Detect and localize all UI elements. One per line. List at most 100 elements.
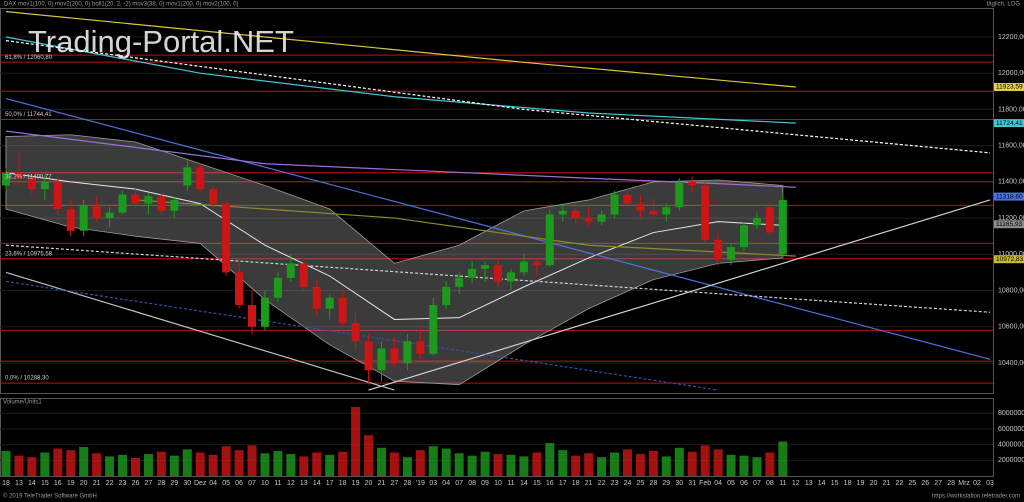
x-tick-label: 16	[54, 480, 62, 487]
main-panel	[0, 8, 994, 394]
x-tick-label: 14	[818, 480, 826, 487]
candle-body	[429, 304, 438, 354]
x-tick-label: 07	[248, 480, 256, 487]
x-tick-label: 20	[365, 480, 373, 487]
candle-body	[481, 265, 490, 269]
x-tick-label: 14	[28, 480, 36, 487]
y-tick-label: 10800,00	[998, 287, 1024, 294]
x-tick-label: 23	[611, 480, 619, 487]
y-tick-label: 12000,00	[998, 70, 1024, 77]
x-tick-label: 13	[300, 480, 308, 487]
price-plot	[0, 11, 993, 391]
x-tick-label: 29	[662, 480, 670, 487]
candle-body	[222, 203, 231, 273]
volume-bar	[169, 455, 179, 476]
candle-body	[610, 194, 619, 215]
fib-label: 38,2% / 11400,77	[5, 174, 52, 180]
candle-body	[92, 205, 101, 219]
x-tick-label: 16	[546, 480, 554, 487]
x-tick-label: 20	[80, 480, 88, 487]
volume-bar	[364, 435, 374, 476]
volume-bar	[584, 453, 594, 476]
volume-bar	[105, 456, 115, 476]
candle-body	[403, 341, 412, 363]
price-tag-label: 11318,60	[996, 193, 1023, 200]
price-tag-label: 11724,41	[996, 120, 1023, 127]
candle-body	[597, 214, 606, 222]
copyright: © 2019 TeleTrader Software GmbH	[3, 493, 97, 500]
x-tick-label: 21	[378, 480, 386, 487]
x-tick-label: 04	[442, 480, 450, 487]
volume-bar	[234, 450, 244, 476]
volume-bar	[208, 454, 218, 476]
candle-body	[494, 265, 502, 282]
x-tick-label: 03	[986, 480, 994, 487]
volume-bar	[480, 451, 490, 476]
volume-bar	[14, 455, 24, 476]
candle-body	[545, 214, 554, 266]
y-tick-label: 10600,00	[998, 324, 1024, 331]
volume-bar	[92, 453, 102, 476]
candle-body	[364, 341, 373, 371]
x-tick-label: 08	[468, 480, 476, 487]
x-tick-label: 15	[831, 480, 839, 487]
volume-bar	[648, 450, 658, 476]
x-tick-label: 13	[805, 480, 813, 487]
volume-bar	[545, 443, 555, 476]
x-tick-label: 17	[559, 480, 567, 487]
volume-bar	[415, 450, 425, 476]
volume-bar	[40, 452, 50, 476]
x-tick-label: '19	[416, 480, 425, 487]
x-tick-label: 25	[908, 480, 916, 487]
x-tick-label: 22	[106, 480, 114, 487]
candle-body	[144, 196, 153, 204]
x-tick-label: 13	[15, 480, 23, 487]
candle-body	[390, 348, 399, 363]
candle-body	[2, 172, 10, 186]
y-tick-label: 2000000	[998, 457, 1024, 464]
indicator-line	[5, 280, 719, 391]
volume-bar	[53, 448, 63, 476]
candle-body	[752, 218, 761, 226]
x-tick-label: 30	[675, 480, 683, 487]
volume-bar	[622, 449, 632, 476]
volume-bar	[402, 457, 412, 476]
volume-bar	[66, 450, 76, 476]
x-tick-label: 27	[934, 480, 942, 487]
volume-bar	[532, 452, 542, 476]
indicator-line	[5, 97, 991, 360]
volume-bar	[428, 446, 438, 476]
volume-bar	[130, 457, 140, 476]
volume-bar	[247, 445, 257, 476]
x-tick-label: 14	[520, 480, 528, 487]
volume-panel	[0, 398, 994, 477]
watermark: Trading-Portal.NET	[28, 24, 294, 59]
x-tick-label: 10	[261, 480, 269, 487]
x-tick-label: 09	[481, 480, 489, 487]
x-tick-label: 29	[170, 480, 178, 487]
candle-body	[532, 261, 541, 266]
volume-bar	[221, 446, 231, 476]
candle-body	[286, 263, 295, 278]
fib-label: 61,8% / 12060,80	[5, 55, 53, 61]
timeframe: täglich, LOG	[987, 2, 1021, 8]
price-tag	[994, 83, 1024, 92]
x-tick-label: 11	[779, 480, 786, 487]
x-tick-label: 21	[883, 480, 891, 487]
volume-bar	[467, 455, 477, 476]
candle-body	[338, 297, 347, 324]
x-tick-label: 21	[93, 480, 101, 487]
volume-bar	[687, 451, 697, 476]
y-tick-label: 4000000	[998, 442, 1024, 449]
x-tick-label: 15	[41, 480, 49, 487]
volume-bar	[765, 452, 775, 476]
y-tick-label: 8000000	[998, 410, 1024, 417]
candle-body	[416, 341, 425, 354]
x-tick-label: 26	[921, 480, 929, 487]
x-tick-label: 28	[403, 480, 411, 487]
x-tick-label: 22	[598, 480, 606, 487]
x-tick-label: 15	[533, 480, 541, 487]
price-tag	[994, 192, 1024, 201]
